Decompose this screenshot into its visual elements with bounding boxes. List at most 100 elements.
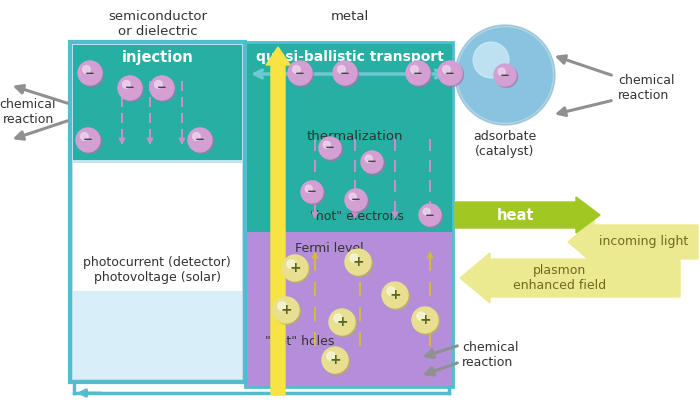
Bar <box>73 163 242 295</box>
Circle shape <box>278 302 286 310</box>
Circle shape <box>323 349 349 375</box>
Text: injection: injection <box>122 50 194 65</box>
Text: semiconductor
or dielectric: semiconductor or dielectric <box>108 10 207 38</box>
Circle shape <box>350 254 358 262</box>
Circle shape <box>345 189 367 211</box>
Circle shape <box>284 257 309 282</box>
Circle shape <box>382 282 408 308</box>
FancyArrow shape <box>460 253 680 303</box>
Circle shape <box>419 204 441 226</box>
Bar <box>245 232 453 387</box>
Text: −: − <box>85 67 95 80</box>
Text: chemical
reaction: chemical reaction <box>462 341 519 369</box>
Circle shape <box>494 64 516 86</box>
Circle shape <box>417 312 426 320</box>
Bar <box>70 42 245 382</box>
Circle shape <box>424 208 430 215</box>
Circle shape <box>365 155 372 162</box>
Circle shape <box>288 61 312 85</box>
Text: −: − <box>340 67 350 80</box>
FancyArrow shape <box>455 197 600 233</box>
Bar <box>245 42 453 387</box>
Circle shape <box>327 352 335 360</box>
Circle shape <box>346 191 368 213</box>
Text: −: − <box>125 82 135 95</box>
Text: +: + <box>336 315 348 329</box>
Text: metal: metal <box>331 10 369 23</box>
Circle shape <box>414 309 440 335</box>
Circle shape <box>384 284 409 309</box>
Text: −: − <box>425 208 435 221</box>
Bar <box>70 42 245 382</box>
Circle shape <box>458 28 552 122</box>
Circle shape <box>78 130 102 154</box>
Circle shape <box>83 65 90 73</box>
Circle shape <box>155 80 162 88</box>
Circle shape <box>321 139 342 160</box>
Text: +: + <box>329 353 341 367</box>
Circle shape <box>329 309 355 335</box>
Circle shape <box>290 63 314 86</box>
Text: −: − <box>295 67 305 80</box>
Circle shape <box>282 255 308 281</box>
Circle shape <box>80 133 88 140</box>
Text: +: + <box>352 255 364 269</box>
Text: adsorbate
(catalyst): adsorbate (catalyst) <box>473 130 537 158</box>
Text: plasmon
enhanced field: plasmon enhanced field <box>513 264 607 292</box>
Circle shape <box>345 249 371 275</box>
Circle shape <box>78 61 102 85</box>
Circle shape <box>287 260 295 268</box>
FancyArrow shape <box>266 47 290 395</box>
Text: photocurrent (detector)
photovoltage (solar): photocurrent (detector) photovoltage (so… <box>83 256 231 284</box>
Text: quasi-ballistic transport: quasi-ballistic transport <box>256 50 444 64</box>
Circle shape <box>188 128 212 152</box>
Circle shape <box>406 61 430 85</box>
Text: −: − <box>307 185 317 198</box>
Circle shape <box>193 133 200 140</box>
Circle shape <box>333 61 357 85</box>
Text: thermalization: thermalization <box>307 130 403 143</box>
Circle shape <box>335 63 358 86</box>
Text: −: − <box>157 82 167 95</box>
Text: chemical
reaction: chemical reaction <box>0 98 56 126</box>
Text: heat: heat <box>496 208 533 223</box>
Circle shape <box>150 76 174 100</box>
Circle shape <box>305 185 312 192</box>
Circle shape <box>412 307 438 333</box>
Circle shape <box>293 65 300 73</box>
Circle shape <box>273 297 299 323</box>
Circle shape <box>473 42 509 78</box>
Text: −: − <box>195 133 205 147</box>
Circle shape <box>322 347 348 373</box>
Circle shape <box>323 141 330 148</box>
Circle shape <box>334 314 342 322</box>
Circle shape <box>498 68 505 75</box>
Circle shape <box>421 206 442 227</box>
Text: −: − <box>413 67 423 80</box>
Text: chemical
reaction: chemical reaction <box>618 74 675 102</box>
FancyArrow shape <box>568 220 698 264</box>
Text: −: − <box>367 156 377 168</box>
Text: +: + <box>280 303 292 317</box>
Circle shape <box>274 299 300 324</box>
Circle shape <box>122 80 130 88</box>
Circle shape <box>301 181 323 203</box>
Circle shape <box>330 311 356 337</box>
Circle shape <box>190 130 214 154</box>
Circle shape <box>346 250 372 276</box>
Text: +: + <box>419 313 430 327</box>
Text: Fermi level: Fermi level <box>295 242 363 255</box>
Circle shape <box>319 137 341 159</box>
Circle shape <box>440 63 463 86</box>
Circle shape <box>407 63 431 86</box>
Bar <box>73 291 242 379</box>
Text: −: − <box>500 69 510 82</box>
Circle shape <box>387 287 395 295</box>
Circle shape <box>337 65 345 73</box>
Text: −: − <box>325 141 335 154</box>
Text: "hot" electrons: "hot" electrons <box>310 210 404 223</box>
Circle shape <box>151 78 176 101</box>
Circle shape <box>442 65 450 73</box>
Circle shape <box>349 193 356 200</box>
Text: −: − <box>445 67 455 80</box>
